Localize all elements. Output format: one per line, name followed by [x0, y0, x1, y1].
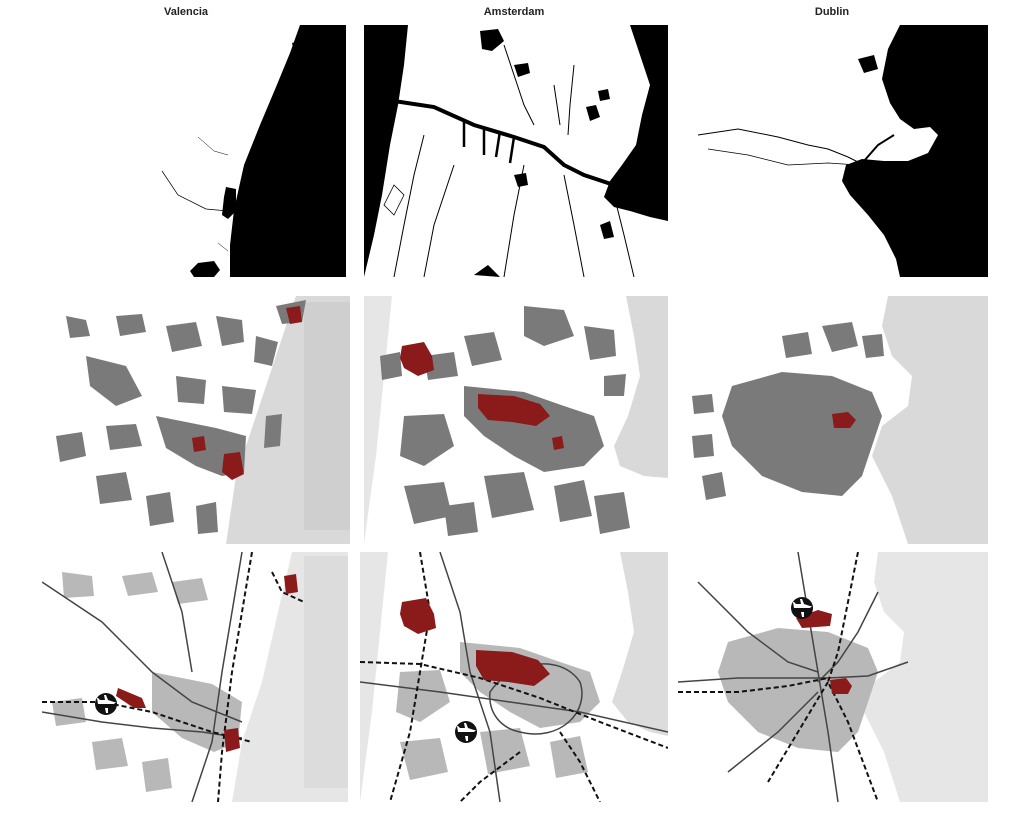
amsterdam-water-map	[364, 25, 668, 277]
dublin-water-map	[678, 25, 988, 277]
valencia-center-highlight	[192, 436, 206, 452]
north-sea	[364, 25, 408, 277]
amsterdam-port-highlight	[478, 394, 550, 426]
valencia-port-highlight	[222, 452, 244, 480]
amsterdam-port-highlight-2	[476, 650, 550, 686]
liffey-river	[697, 128, 865, 166]
amsterdam-north-highlight-2	[400, 598, 436, 634]
valencia-lagoon	[190, 261, 220, 277]
dublin-infrastructure-map	[678, 552, 988, 802]
dublin-bay	[842, 25, 988, 277]
amsterdam-urban-map	[364, 296, 668, 544]
valencia-airport-highlight	[116, 688, 146, 708]
ij-channel	[393, 99, 615, 187]
amsterdam-north-highlight	[400, 342, 434, 376]
dublin-airport-highlight	[796, 610, 832, 628]
valencia-port-highlight-2	[224, 728, 240, 752]
column-title-valencia: Valencia	[163, 6, 209, 18]
airplane-icon	[95, 693, 117, 715]
valencia-coast-highlight	[286, 306, 302, 324]
column-title-dublin: Dublin	[814, 6, 850, 18]
amsterdam-infrastructure-map	[360, 552, 668, 802]
dublin-docklands-highlight	[832, 412, 856, 428]
valencia-infrastructure-map	[42, 552, 348, 802]
column-title-amsterdam: Amsterdam	[483, 6, 545, 18]
valencia-coast-highlight-2	[284, 574, 298, 594]
airplane-icon	[791, 597, 813, 619]
valencia-sea	[230, 25, 346, 277]
dublin-urban-map	[682, 296, 988, 544]
dublin-island	[934, 33, 952, 47]
airplane-icon	[455, 721, 477, 743]
amsterdam-center-highlight	[552, 436, 564, 450]
valencia-urban-map	[46, 296, 350, 544]
ij-lake	[604, 25, 668, 221]
valencia-water-map	[38, 25, 346, 277]
dublin-docklands-highlight-2	[830, 678, 852, 694]
